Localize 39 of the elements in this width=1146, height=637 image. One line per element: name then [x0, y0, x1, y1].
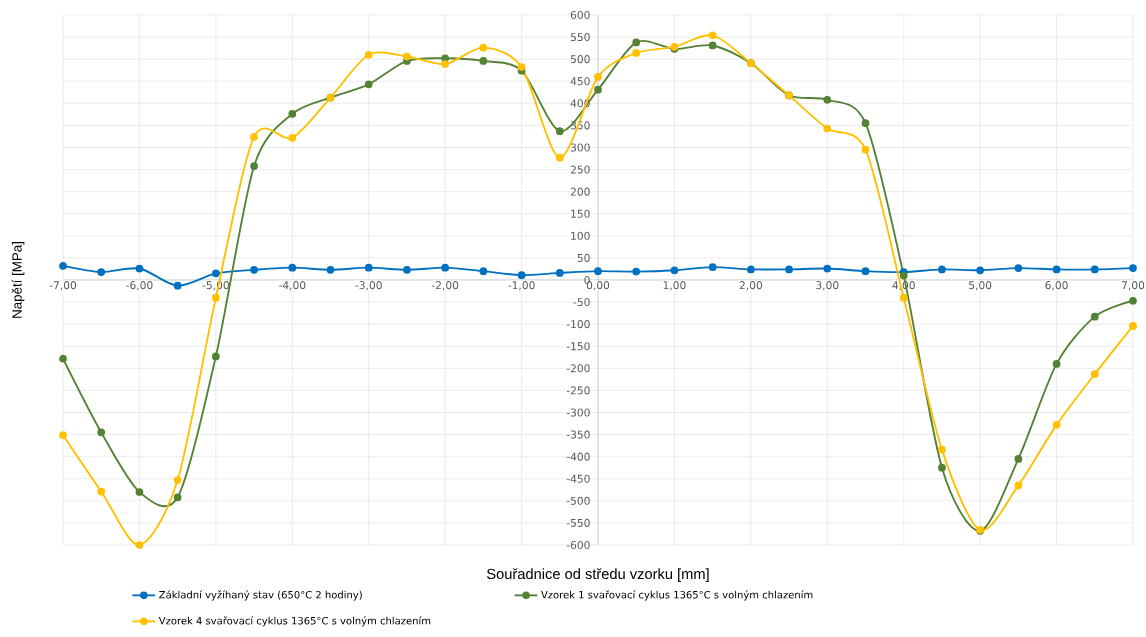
legend-label: Vzorek 4 svařovací cyklus 1365°C s volným chlazením [158, 616, 431, 627]
y-tick-label: 50 [577, 253, 590, 262]
x-tick-label: -2,00 [431, 281, 459, 291]
y-tick-label: -400 [566, 452, 590, 461]
y-tick-label: -500 [566, 496, 590, 505]
y-tick-label: -150 [566, 342, 590, 351]
y-tick-label: 550 [570, 33, 590, 42]
y-tick-label: -350 [566, 430, 590, 439]
x-tick-label: -3,00 [355, 281, 382, 291]
y-tick-label: -550 [566, 518, 590, 527]
x-tick-label: 6,00 [1045, 281, 1068, 291]
y-tick-label: -100 [566, 320, 590, 329]
y-tick-label: 300 [570, 143, 590, 152]
legend-label: Vzorek 1 svařovací cyklus 1365°C s volným chlazením [541, 590, 813, 601]
x-tick-label: 5,00 [969, 281, 992, 291]
y-tick-label: 100 [571, 231, 590, 240]
x-tick-label: -6,00 [126, 281, 153, 291]
x-tick-label: -4,00 [279, 281, 306, 291]
y-axis-title: Napětí [MPa] [11, 242, 25, 318]
y-tick-label: 450 [570, 77, 590, 86]
legend-label: Základní vyžíhaný stav (650°C 2 hodiny) [159, 590, 362, 601]
x-tick-label: 7,00 [1122, 281, 1145, 291]
x-tick-label: 2,00 [739, 281, 763, 291]
y-tick-label: 600 [570, 10, 590, 20]
x-tick-label: 1,00 [663, 281, 686, 291]
y-tick-label: -200 [566, 364, 590, 373]
y-tick-label: -250 [566, 386, 590, 395]
y-tick-label: -600 [566, 540, 590, 550]
x-tick-label: 3,00 [816, 281, 839, 291]
y-tick-label: -50 [573, 298, 590, 307]
y-tick-label: 200 [570, 187, 590, 196]
y-tick-label: -450 [566, 474, 590, 483]
x-tick-label: -1,00 [508, 281, 535, 291]
y-tick-label: 500 [570, 55, 590, 64]
y-tick-label: 250 [570, 165, 590, 174]
x-tick-label: -7,00 [49, 281, 77, 291]
y-tick-label: -300 [566, 408, 590, 417]
y-tick-label: 150 [571, 209, 590, 218]
x-axis-title: Souřadnice od středu vzorku [mm] [486, 568, 709, 582]
